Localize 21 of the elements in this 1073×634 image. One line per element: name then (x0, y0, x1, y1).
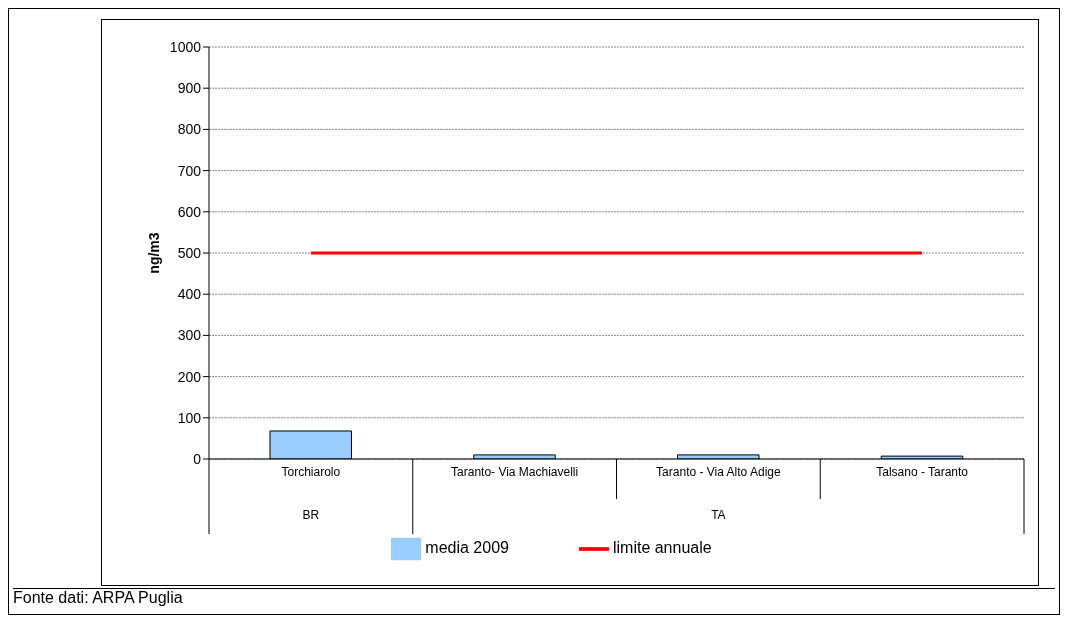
text: TA (711, 508, 726, 522)
y-tick-label: 0 (193, 450, 202, 467)
text: BR (302, 508, 320, 522)
legend-label: media 2009 (425, 539, 509, 557)
y-axis-title: ng/m3 (145, 232, 162, 274)
source-note: Fonte dati: ARPA Puglia (13, 588, 1055, 607)
legend-label: limite annuale (612, 539, 712, 557)
y-tick-label: 200 (177, 368, 202, 385)
y-tick-label: 600 (177, 203, 202, 220)
x-tick-label: Taranto - Via Alto Adige (656, 464, 781, 479)
y-tick-label: 500 (177, 244, 202, 261)
x-tick-label: Talsano - Taranto (876, 464, 969, 479)
y-tick-label: 1000 (169, 38, 202, 55)
y-tick-label: 100 (177, 409, 202, 426)
y-tick-label: 300 (177, 327, 202, 344)
y-tick-label: 900 (177, 80, 202, 97)
x-tick-label: Torchiarolo (281, 464, 341, 479)
y-tick-label: 400 (177, 286, 202, 303)
y-tick-label: 800 (177, 121, 202, 138)
y-tick-label: 700 (177, 162, 202, 179)
x-tick-label: Taranto- Via Machiavelli (451, 464, 579, 479)
